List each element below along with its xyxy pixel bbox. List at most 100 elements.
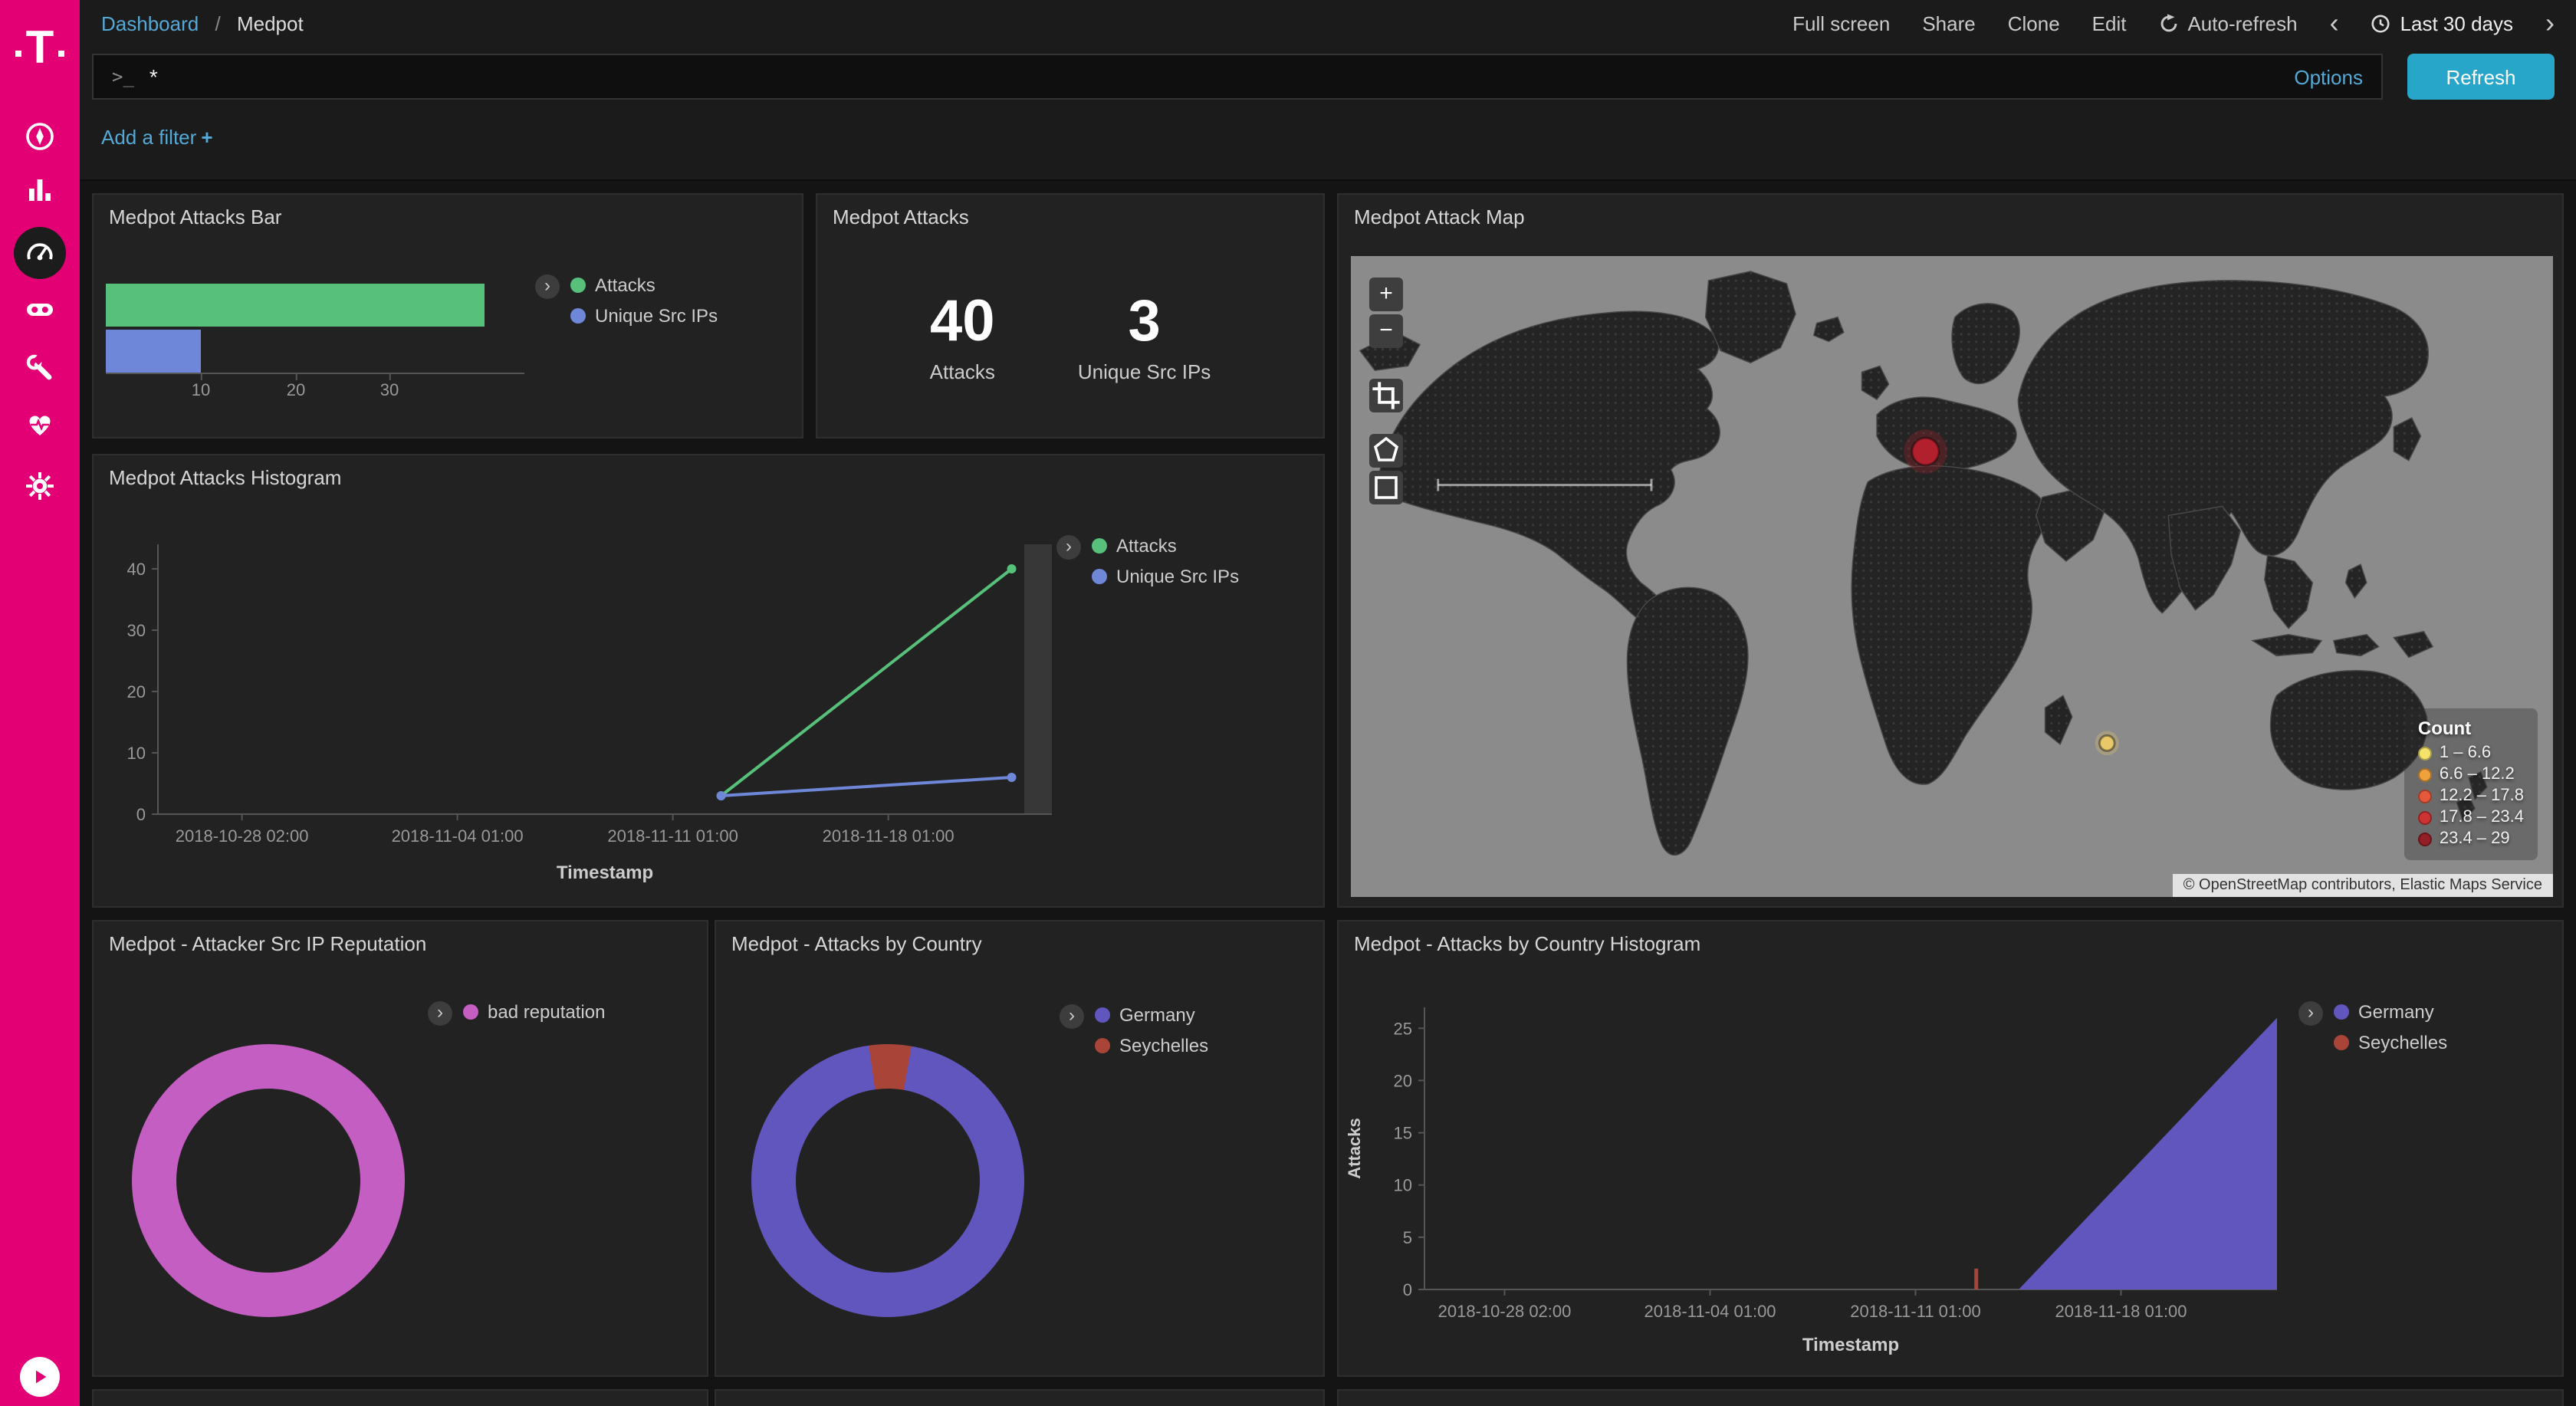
map-legend-dot <box>2417 832 2432 846</box>
legend-toggle-icon[interactable]: › <box>1060 1004 1084 1029</box>
map-legend-title: Count <box>2417 718 2472 739</box>
svg-text:25: 25 <box>1394 1019 1412 1038</box>
query-bar: >_ Options Refresh <box>80 46 2576 107</box>
sidebar-item-monitoring[interactable] <box>0 397 80 452</box>
map-zoom-out-button[interactable]: − <box>1369 314 1403 348</box>
sidebar-item-management[interactable] <box>0 458 80 514</box>
metric-attacks: 40 Attacks <box>930 290 995 383</box>
sidebar-item-visualize[interactable] <box>0 163 80 218</box>
legend-toggle-icon[interactable]: › <box>428 1001 452 1026</box>
bar-1[interactable] <box>106 330 201 373</box>
chart-legend: › Attacks Unique Src IPs <box>1056 535 1239 596</box>
map-legend-item: 23.4 – 29 <box>2417 829 2524 848</box>
edit-button[interactable]: Edit <box>2091 11 2127 34</box>
legend-label: Unique Src IPs <box>595 305 718 327</box>
legend-label: Germany <box>1119 1004 1195 1026</box>
panel-attacks-by-country-histogram: Medpot - Attacks by Country Histogram 0 5… <box>1337 920 2564 1377</box>
svg-text:2018-11-18 01:00: 2018-11-18 01:00 <box>2055 1302 2187 1321</box>
svg-text:2018-11-04 01:00: 2018-11-04 01:00 <box>392 826 524 846</box>
svg-text:2018-11-18 01:00: 2018-11-18 01:00 <box>823 826 955 846</box>
area-chart[interactable]: 0 5 10 15 20 25 2018-10-28 02:00 2018-11-04 01:… <box>1339 983 2351 1377</box>
chart-legend: › Germany Seychelles <box>2298 1001 2447 1063</box>
sidebar-item-dashboard[interactable] <box>0 225 80 281</box>
legend-label: Attacks <box>1116 535 1177 557</box>
panel-title: Medpot - Attacks by Country <box>731 932 982 955</box>
share-button[interactable]: Share <box>1922 11 1976 34</box>
panel-title: Medpot Attacks Bar <box>109 205 282 228</box>
map-legend-dot <box>2417 789 2432 803</box>
panel-attacks-bar: Medpot Attacks Bar 10 20 30 › Attacks Uniqu… <box>92 193 803 439</box>
full-screen-button[interactable]: Full screen <box>1792 11 1891 34</box>
map-marker-indian-ocean[interactable] <box>2098 734 2116 752</box>
x-tick-label: 20 <box>287 374 305 400</box>
map-marker-central-europe[interactable] <box>1911 436 1940 467</box>
country-donut-chart[interactable] <box>751 1044 1024 1317</box>
legend-toggle-icon[interactable]: › <box>1056 535 1081 560</box>
svg-text:Timestamp: Timestamp <box>557 862 653 883</box>
legend-item[interactable]: Attacks <box>570 274 718 296</box>
sidebar-item-dev-tools[interactable] <box>0 340 80 396</box>
svg-text:0: 0 <box>1403 1280 1412 1299</box>
time-range-button[interactable]: Last 30 days <box>2371 11 2513 34</box>
collapse-nav-button[interactable] <box>20 1357 60 1397</box>
x-tick-label: 30 <box>380 374 399 400</box>
auto-refresh-button[interactable]: Auto-refresh <box>2158 11 2298 34</box>
sidebar-item-discover[interactable] <box>0 109 80 164</box>
donut-hole <box>796 1089 980 1273</box>
legend-dot <box>570 308 586 324</box>
map-attribution[interactable]: © OpenStreetMap contributors, Elastic Ma… <box>2172 874 2553 897</box>
play-icon <box>36 1370 47 1384</box>
legend-label: Attacks <box>595 274 656 296</box>
legend-item[interactable]: Seychelles <box>2334 1032 2447 1053</box>
panel-title: Medpot - Attacks by Country Histogram <box>1354 932 1701 955</box>
time-forward-button[interactable]: › <box>2545 8 2555 38</box>
legend-item[interactable]: Unique Src IPs <box>1092 566 1239 587</box>
time-back-button[interactable]: ‹ <box>2329 8 2339 38</box>
svg-text:Timestamp: Timestamp <box>1802 1335 1899 1355</box>
svg-text:20: 20 <box>1394 1071 1412 1090</box>
legend-item[interactable]: Seychelles <box>1095 1035 1208 1056</box>
query-input[interactable]: >_ Options <box>92 54 2383 100</box>
world-map[interactable]: + − <box>1351 256 2553 897</box>
clone-button[interactable]: Clone <box>2007 11 2060 34</box>
svg-text:30: 30 <box>127 621 146 640</box>
panel-title: Medpot - Attacker Src IP Reputation <box>109 932 427 955</box>
map-draw-rectangle-button[interactable] <box>1369 471 1403 504</box>
legend-toggle-icon[interactable]: › <box>2298 1001 2323 1026</box>
legend-items: bad reputation <box>463 1001 605 1032</box>
line-chart[interactable]: 0 10 20 30 40 2018-10-28 02:00 2018-11-04 01:0… <box>94 523 1106 908</box>
legend-item[interactable]: Germany <box>2334 1001 2447 1023</box>
breadcrumb-separator: / <box>215 11 221 34</box>
map-zoom-in-button[interactable]: + <box>1369 278 1403 311</box>
bar-0[interactable] <box>106 284 485 327</box>
refresh-button[interactable]: Refresh <box>2407 54 2555 100</box>
reputation-donut-chart[interactable] <box>132 1044 405 1317</box>
legend-item[interactable]: bad reputation <box>463 1001 605 1023</box>
map-draw-polygon-button[interactable] <box>1369 434 1403 468</box>
legend-item[interactable]: Attacks <box>1092 535 1239 557</box>
legend-dot <box>1095 1038 1110 1053</box>
time-range-label: Last 30 days <box>2400 11 2513 34</box>
map-legend-item: 1 – 6.6 <box>2417 744 2524 762</box>
compass-icon <box>26 123 54 150</box>
crop-icon <box>1372 382 1400 409</box>
legend-toggle-icon[interactable]: › <box>535 274 560 299</box>
legend-item[interactable]: Germany <box>1095 1004 1208 1026</box>
map-fit-bounds-button[interactable] <box>1369 379 1403 412</box>
logo-dot <box>58 51 65 57</box>
legend-label: bad reputation <box>488 1001 606 1023</box>
plus-icon: + <box>201 126 213 149</box>
breadcrumb-current: Medpot <box>236 11 304 34</box>
logo-letter: T <box>25 23 54 74</box>
bar-chart[interactable] <box>106 284 523 373</box>
sidebar-item-timelion[interactable] <box>0 282 80 337</box>
add-filter-link[interactable]: Add a filter + <box>101 126 213 149</box>
query-input-field[interactable] <box>149 64 2279 89</box>
dashboard-top-menu: Full screen Share Clone Edit Auto-refres… <box>1792 8 2555 38</box>
legend-item[interactable]: Unique Src IPs <box>570 305 718 327</box>
breadcrumb-dashboard-link[interactable]: Dashboard <box>101 11 199 34</box>
app-sidebar: T <box>0 0 80 1406</box>
panel-title: Medpot Attacks Histogram <box>109 466 342 489</box>
options-link[interactable]: Options <box>2294 65 2363 88</box>
telekom-logo[interactable]: T <box>0 18 80 80</box>
